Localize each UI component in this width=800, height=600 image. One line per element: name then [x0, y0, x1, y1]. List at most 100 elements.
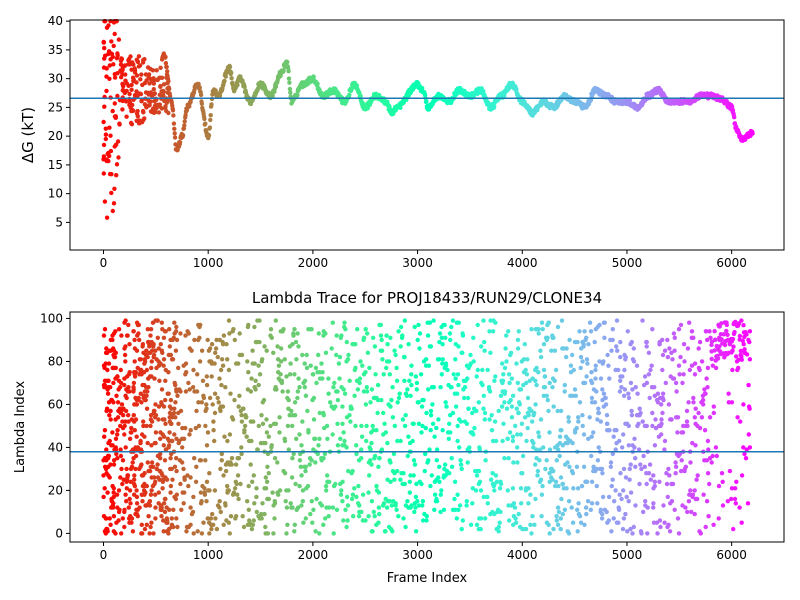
- lambda-point: [108, 337, 114, 343]
- lambda-point: [178, 408, 184, 414]
- lambda-point: [163, 496, 168, 502]
- lambda-point: [488, 350, 493, 355]
- lambda-point: [279, 346, 284, 351]
- lambda-point: [387, 359, 392, 364]
- lambda-point: [690, 440, 695, 446]
- lambda-point: [116, 488, 122, 493]
- lambda-point: [124, 486, 129, 491]
- dg-point: [130, 75, 136, 80]
- lambda-point: [108, 417, 113, 422]
- lambda-point: [743, 331, 748, 336]
- lambda-point: [136, 447, 142, 452]
- lambda-point: [115, 428, 120, 433]
- lambda-point: [524, 380, 529, 386]
- dg-point: [134, 73, 140, 78]
- lambda-point: [513, 516, 518, 521]
- lambda-point: [342, 391, 348, 396]
- lambda-point: [304, 365, 310, 371]
- lambda-point: [297, 432, 302, 437]
- lambda-point: [263, 475, 268, 480]
- dg-point: [103, 126, 109, 131]
- lambda-point: [149, 443, 154, 448]
- lambda-point: [497, 486, 503, 491]
- lambda-point: [132, 428, 137, 433]
- lambda-point: [131, 413, 136, 418]
- dg-point: [199, 101, 205, 107]
- lambda-point: [428, 428, 433, 433]
- lambda-point: [739, 520, 744, 525]
- lambda-point: [217, 376, 222, 381]
- lambda-point: [335, 397, 341, 403]
- lambda-point: [300, 352, 305, 358]
- lambda-point: [642, 464, 647, 469]
- lambda-point: [617, 438, 622, 444]
- lambda-point: [641, 509, 646, 515]
- lambda-point: [626, 395, 632, 401]
- lambda-point: [427, 320, 433, 325]
- lambda-point: [110, 430, 115, 435]
- lambda-point: [623, 475, 629, 480]
- lambda-point: [284, 531, 289, 536]
- lambda-point: [169, 516, 174, 521]
- lambda-point: [359, 509, 364, 515]
- lambda-point: [525, 357, 530, 362]
- dg-point: [158, 65, 163, 71]
- lambda-point: [604, 413, 610, 418]
- lambda-point: [334, 352, 339, 358]
- lambda-point: [225, 357, 230, 362]
- lambda-point: [681, 372, 686, 377]
- lambda-point: [538, 417, 544, 422]
- lambda-point: [132, 473, 137, 478]
- lambda-point: [172, 320, 177, 325]
- lambda-point: [733, 486, 738, 491]
- lambda-point: [557, 434, 563, 439]
- lambda-point: [490, 471, 495, 476]
- lambda-point: [364, 438, 369, 444]
- lambda-point: [600, 471, 605, 476]
- lambda-point: [633, 456, 638, 461]
- lambda-point: [559, 428, 564, 433]
- lambda-point: [577, 514, 583, 519]
- dg-point: [142, 102, 148, 107]
- lambda-point: [119, 466, 124, 472]
- lambda-point: [685, 423, 690, 429]
- lambda-point: [290, 342, 295, 347]
- lambda-point: [640, 318, 645, 323]
- lambda-point: [621, 488, 626, 493]
- lambda-point: [355, 327, 360, 332]
- lambda-point: [633, 464, 638, 469]
- lambda-point: [544, 337, 549, 343]
- lambda-point: [585, 361, 590, 366]
- lambda-point: [321, 522, 326, 527]
- lambda-point: [496, 408, 501, 414]
- lambda-point: [570, 393, 575, 398]
- lambda-point: [382, 421, 387, 426]
- lambda-point: [213, 346, 219, 351]
- lambda-point: [443, 400, 448, 405]
- lambda-point: [660, 391, 666, 396]
- lambda-point: [392, 348, 397, 353]
- lambda-point: [299, 473, 304, 478]
- lambda-point: [292, 522, 297, 527]
- lambda-point: [212, 410, 218, 416]
- lambda-point: [741, 342, 746, 347]
- lambda-point: [667, 473, 672, 478]
- lambda-point: [737, 333, 743, 339]
- lambda-point: [317, 410, 322, 416]
- lambda-point: [570, 520, 576, 525]
- lambda-point: [445, 367, 450, 373]
- lambda-point: [167, 430, 172, 435]
- dg-point: [285, 59, 290, 65]
- lambda-point: [269, 335, 274, 340]
- lambda-point: [411, 473, 416, 478]
- lambda-point: [277, 415, 282, 420]
- lambda-point: [219, 382, 224, 388]
- y-tick-label: 5: [55, 215, 63, 229]
- dg-point: [222, 78, 227, 84]
- lambda-point: [366, 514, 371, 519]
- lambda-point: [284, 374, 289, 379]
- lambda-point: [127, 488, 133, 493]
- lambda-point: [747, 339, 752, 345]
- lambda-point: [213, 350, 218, 355]
- lambda-point: [535, 468, 541, 474]
